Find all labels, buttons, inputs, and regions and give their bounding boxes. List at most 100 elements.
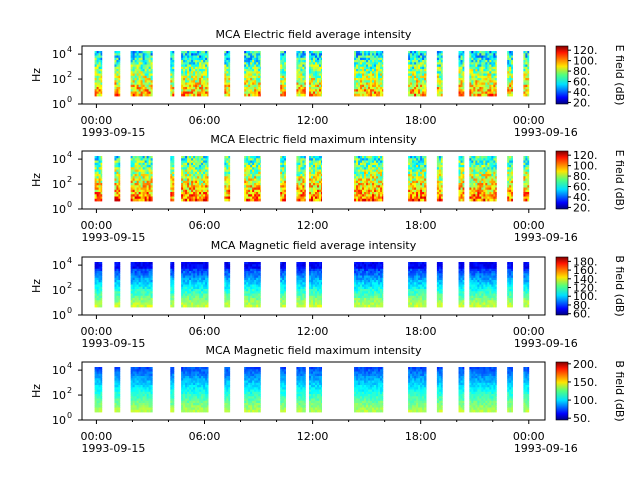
heatmap-cell (422, 156, 425, 159)
heatmap-cell (458, 180, 461, 184)
heatmap-cell (185, 180, 188, 184)
heatmap-cell (148, 187, 152, 191)
heatmap-cell (440, 174, 443, 177)
heatmap-cell (170, 178, 173, 182)
heatmap-cell (525, 185, 528, 188)
heatmap-cell (412, 93, 415, 97)
heatmap-cell (144, 264, 148, 267)
heatmap-cell (252, 171, 255, 175)
heatmap-cell (183, 53, 186, 56)
heatmap-cell (304, 167, 306, 170)
heatmap-cell (94, 192, 98, 195)
heatmap-cell (260, 84, 261, 88)
heatmap-cell (319, 69, 322, 72)
heatmap-cell (138, 185, 142, 188)
heatmap-cell (203, 80, 206, 83)
heatmap-cell (366, 183, 369, 186)
heatmap-cell (362, 187, 365, 191)
heatmap-cell (493, 167, 496, 170)
heatmap-cell (282, 189, 285, 193)
heatmap-cell (460, 93, 463, 97)
heatmap-cell (424, 160, 427, 164)
heatmap-cell (246, 180, 249, 184)
heatmap-cell (523, 156, 526, 159)
heatmap-cell (144, 271, 148, 274)
heatmap-cell (311, 178, 314, 182)
heatmap-cell (313, 84, 316, 88)
heatmap-cell (252, 80, 255, 83)
heatmap-cell (374, 78, 377, 81)
heatmap-cell (205, 91, 208, 95)
heatmap-cell (130, 271, 134, 274)
heatmap-cell (203, 57, 206, 61)
heatmap-cell (364, 158, 367, 161)
heatmap-cell (382, 89, 384, 92)
x-tick-label: 18:00 (405, 114, 437, 127)
heatmap-cell (356, 187, 359, 191)
heatmap-cell (527, 75, 530, 79)
heatmap-cell (116, 171, 119, 175)
heatmap-cell (296, 78, 299, 81)
heatmap-cell (410, 198, 413, 202)
heatmap-cell (284, 84, 286, 88)
heatmap-cell (199, 91, 202, 95)
heatmap-cell (487, 158, 490, 161)
heatmap-cell (183, 75, 186, 79)
heatmap-cell (207, 183, 209, 186)
heatmap-cell (258, 87, 261, 90)
heatmap-cell (224, 87, 227, 90)
heatmap-cell (140, 91, 144, 95)
heatmap-cell (420, 75, 423, 79)
heatmap-cell (187, 165, 190, 168)
heatmap-cell (321, 57, 323, 61)
heatmap-cell (142, 174, 146, 177)
data-segment (408, 156, 427, 202)
heatmap-cell (416, 57, 419, 61)
heatmap-cell (462, 183, 465, 186)
heatmap-cell (487, 169, 490, 173)
heatmap-cell (422, 192, 425, 195)
heatmap-cell (358, 60, 361, 63)
heatmap-cell (191, 169, 194, 173)
heatmap-cell (116, 196, 119, 200)
heatmap-cell (507, 178, 510, 182)
heatmap-cell (228, 189, 231, 193)
heatmap-cell (130, 280, 134, 283)
heatmap-cell (311, 167, 314, 170)
heatmap-cell (187, 78, 190, 81)
heatmap-cell (170, 84, 173, 88)
heatmap-cell (370, 51, 373, 54)
heatmap-cell (136, 286, 140, 290)
heatmap-cell (254, 89, 257, 92)
heatmap-cell (116, 198, 119, 202)
heatmap-cell (224, 71, 227, 74)
heatmap-cell (360, 192, 363, 195)
heatmap-cell (414, 89, 417, 92)
data-segment (523, 51, 530, 97)
heatmap-cell (495, 75, 497, 79)
heatmap-cell (224, 160, 227, 164)
heatmap-cell (372, 73, 375, 77)
heatmap-cell (100, 171, 103, 175)
heatmap-cell (422, 75, 425, 79)
heatmap-cell (313, 89, 316, 92)
heatmap-cell (170, 158, 173, 161)
heatmap-cell (172, 198, 175, 202)
heatmap-cell (412, 187, 415, 191)
heatmap-cell (491, 158, 494, 161)
heatmap-cell (483, 80, 486, 83)
heatmap-cell (199, 162, 202, 166)
heatmap-cell (460, 169, 463, 173)
heatmap-cell (495, 178, 497, 182)
heatmap-cell (471, 80, 474, 83)
heatmap-cell (313, 178, 316, 182)
heatmap-cell (366, 192, 369, 195)
heatmap-cell (360, 176, 363, 179)
heatmap-cell (525, 183, 528, 186)
heatmap-cell (309, 192, 312, 195)
heatmap-cell (150, 295, 153, 299)
heatmap-cell (366, 75, 369, 79)
heatmap-cell (256, 162, 259, 166)
heatmap-cell (114, 264, 117, 267)
heatmap-cell (136, 73, 140, 77)
